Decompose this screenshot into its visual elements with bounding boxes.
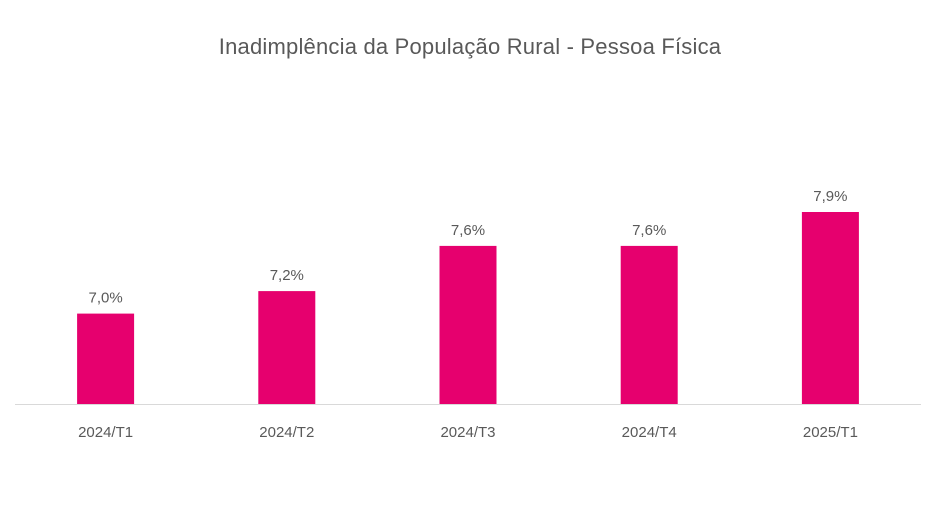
data-label: 7,0%: [88, 290, 122, 307]
x-tick-label: 2024/T2: [259, 424, 314, 441]
data-label: 7,2%: [270, 267, 304, 284]
data-label: 7,9%: [813, 188, 847, 205]
data-label: 7,6%: [632, 222, 666, 239]
bar-2025-t1: [801, 212, 859, 404]
bar-2024-t3: [439, 245, 497, 404]
bar-2024-t4: [620, 245, 678, 404]
bars-layer: [77, 212, 859, 404]
chart-title: Inadimplência da População Rural - Pesso…: [218, 34, 722, 59]
x-tick-labels-layer: 2024/T1 2024/T2 2024/T3 2024/T4 2025/T1: [78, 424, 858, 441]
x-tick-label: 2025/T1: [803, 424, 858, 441]
x-tick-label: 2024/T3: [440, 424, 495, 441]
bar-2024-t2: [258, 291, 316, 404]
x-tick-label: 2024/T1: [78, 424, 133, 441]
x-tick-label: 2024/T4: [622, 424, 677, 441]
data-label: 7,6%: [451, 222, 485, 239]
data-labels-layer: 7,0% 7,2% 7,6% 7,6% 7,9%: [88, 188, 847, 307]
bar-2024-t1: [77, 313, 135, 404]
